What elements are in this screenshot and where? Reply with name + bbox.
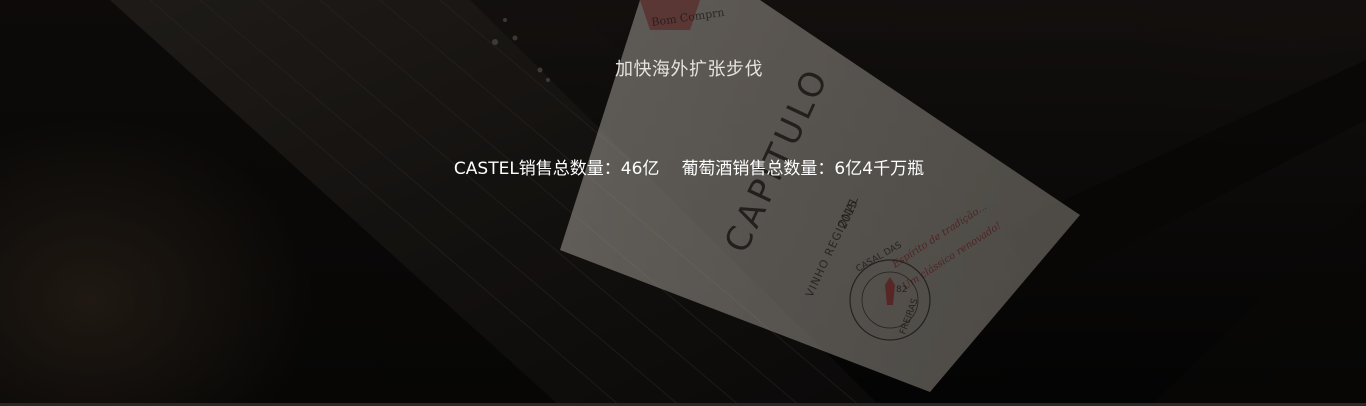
stat-wine-sales: 葡萄酒销售总数量：6亿4千万瓶	[681, 159, 925, 179]
bottom-divider	[0, 403, 1366, 406]
stat-castel-sales: CASTEL销售总数量：46亿	[453, 159, 660, 179]
banner-title: 加快海外扩张步伐	[615, 59, 763, 80]
sales-stats: CASTEL销售总数量：46亿 葡萄酒销售总数量：6亿4千万瓶	[0, 154, 1366, 179]
bottle-label: Bom Comprn CAPÍTULO 2015 VINHO REGIONAL …	[560, 0, 1080, 392]
seal-year: 82	[896, 285, 907, 295]
